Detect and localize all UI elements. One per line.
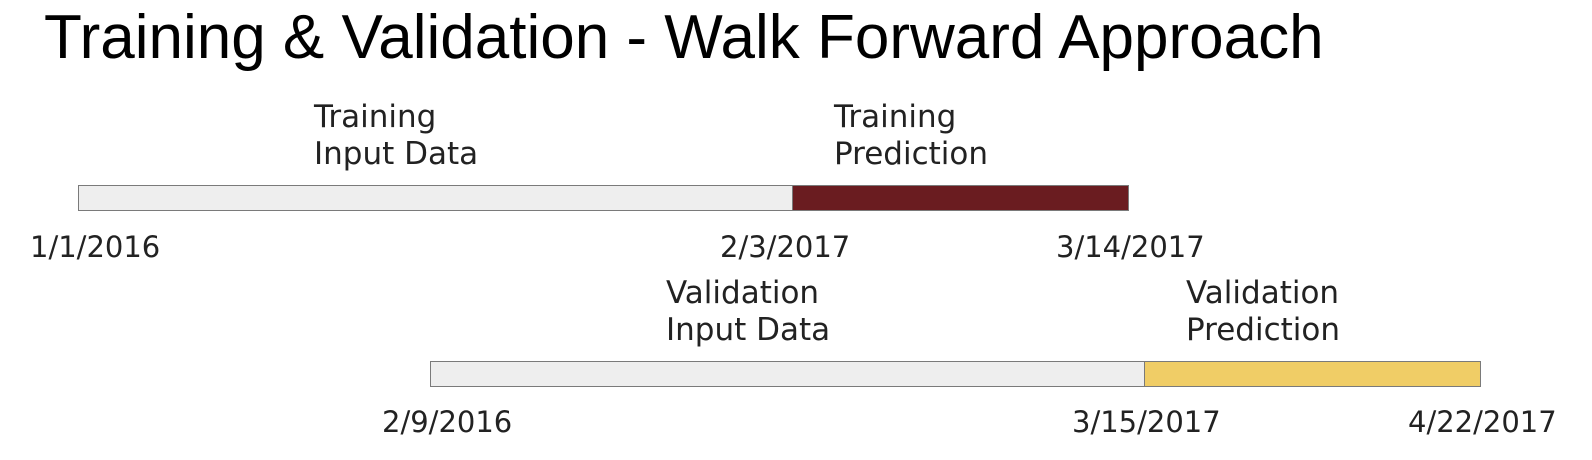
validation-prediction-bar [1144,361,1481,387]
validation-input-label: Validation Input Data [666,275,830,349]
training-input-label-line2: Input Data [314,136,479,172]
training-input-label-line1: Training [314,99,437,135]
training-prediction-label-line1: Training [834,99,957,135]
training-input-bar [78,185,794,211]
validation-input-label-line1: Validation [666,275,820,311]
validation-prediction-label-line2: Prediction [1186,312,1341,348]
validation-input-bar [430,361,1146,387]
training-prediction-bar [792,185,1129,211]
training-start-date: 1/1/2016 [30,230,161,264]
training-split-date: 2/3/2017 [720,230,851,264]
validation-input-label-line2: Input Data [666,312,831,348]
page-title: Training & Validation - Walk Forward App… [44,3,1324,72]
training-prediction-label: Training Prediction [834,99,988,173]
validation-start-date: 2/9/2016 [382,405,513,439]
training-input-label: Training Input Data [314,99,478,173]
training-end-date: 3/14/2017 [1056,230,1205,264]
validation-prediction-label-line1: Validation [1186,275,1340,311]
validation-prediction-label: Validation Prediction [1186,275,1340,349]
validation-split-date: 3/15/2017 [1072,405,1221,439]
training-prediction-label-line2: Prediction [834,136,989,172]
validation-end-date: 4/22/2017 [1408,405,1557,439]
